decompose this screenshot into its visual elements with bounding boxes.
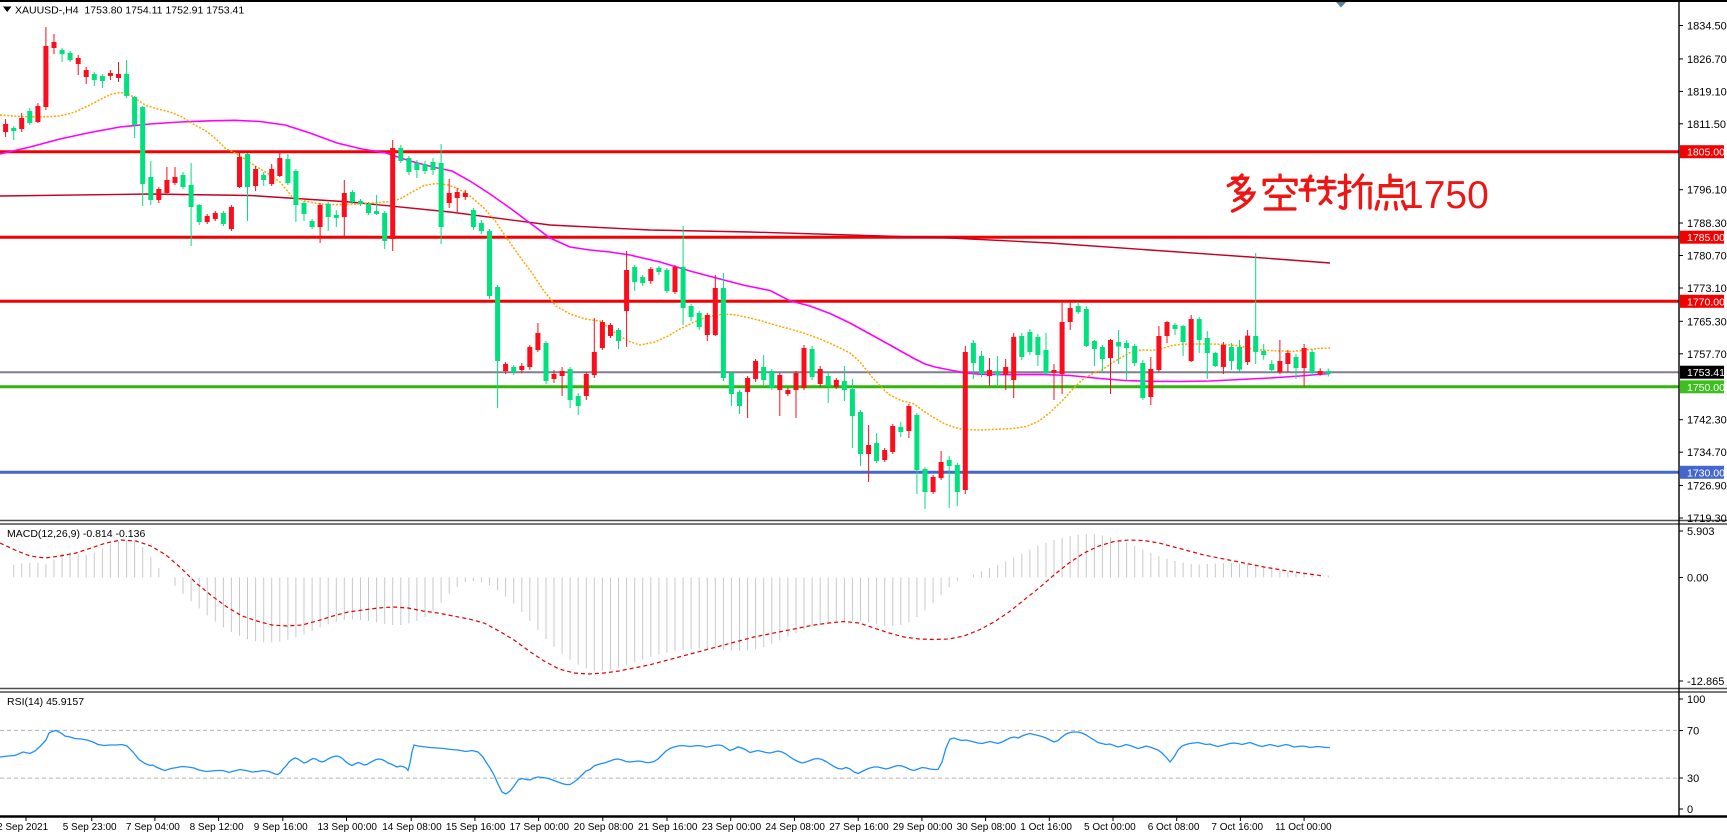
svg-text:1750: 1750 [1402, 174, 1489, 217]
svg-text:1785.00: 1785.00 [1687, 232, 1725, 244]
svg-text:7 Oct 16:00: 7 Oct 16:00 [1211, 822, 1263, 833]
svg-text:20 Sep 08:00: 20 Sep 08:00 [574, 822, 634, 833]
svg-text:0.00: 0.00 [1687, 573, 1708, 585]
svg-text:70: 70 [1687, 726, 1699, 738]
svg-text:100: 100 [1687, 694, 1705, 706]
svg-text:17 Sep 00:00: 17 Sep 00:00 [510, 822, 570, 833]
svg-text:5.903: 5.903 [1687, 526, 1715, 538]
svg-text:XAUUSD-,H4 1753.80 1754.11 17: XAUUSD-,H4 1753.80 1754.11 1752.91 1753.… [15, 5, 244, 17]
svg-text:24 Sep 08:00: 24 Sep 08:00 [765, 822, 825, 833]
svg-text:-12.865: -12.865 [1687, 676, 1724, 688]
svg-text:MACD(12,26,9) -0.814 -0.136: MACD(12,26,9) -0.814 -0.136 [7, 528, 145, 540]
svg-text:1765.30: 1765.30 [1687, 316, 1727, 328]
svg-text:9 Sep 16:00: 9 Sep 16:00 [254, 822, 308, 833]
svg-text:23 Sep 00:00: 23 Sep 00:00 [702, 822, 762, 833]
svg-text:1773.10: 1773.10 [1687, 283, 1727, 295]
svg-text:1770.00: 1770.00 [1687, 296, 1725, 308]
svg-text:30: 30 [1687, 773, 1699, 785]
svg-text:21 Sep 16:00: 21 Sep 16:00 [638, 822, 698, 833]
svg-text:29 Sep 00:00: 29 Sep 00:00 [893, 822, 953, 833]
svg-text:1 Oct 16:00: 1 Oct 16:00 [1020, 822, 1072, 833]
svg-text:15 Sep 16:00: 15 Sep 16:00 [446, 822, 506, 833]
svg-text:1730.00: 1730.00 [1687, 467, 1725, 479]
svg-text:1757.70: 1757.70 [1687, 349, 1727, 361]
svg-text:1834.50: 1834.50 [1687, 21, 1727, 33]
svg-text:1726.90: 1726.90 [1687, 481, 1727, 493]
svg-text:7 Sep 04:00: 7 Sep 04:00 [126, 822, 180, 833]
svg-text:1750.00: 1750.00 [1687, 382, 1725, 394]
svg-text:5 Oct 00:00: 5 Oct 00:00 [1084, 822, 1136, 833]
svg-text:14 Sep 08:00: 14 Sep 08:00 [382, 822, 442, 833]
svg-text:30 Sep 08:00: 30 Sep 08:00 [957, 822, 1017, 833]
svg-text:1819.10: 1819.10 [1687, 86, 1727, 98]
svg-text:2 Sep 2021: 2 Sep 2021 [0, 822, 49, 833]
svg-text:0: 0 [1687, 804, 1693, 816]
svg-text:1805.00: 1805.00 [1687, 147, 1725, 159]
svg-text:27 Sep 16:00: 27 Sep 16:00 [829, 822, 889, 833]
svg-text:11 Oct 00:00: 11 Oct 00:00 [1275, 822, 1332, 833]
svg-text:8 Sep 12:00: 8 Sep 12:00 [190, 822, 244, 833]
svg-text:1719.30: 1719.30 [1687, 513, 1727, 525]
svg-text:1753.41: 1753.41 [1687, 367, 1725, 379]
svg-text:1788.30: 1788.30 [1687, 218, 1727, 230]
svg-text:6 Oct 08:00: 6 Oct 08:00 [1148, 822, 1200, 833]
svg-text:1811.50: 1811.50 [1687, 119, 1726, 131]
svg-text:1742.30: 1742.30 [1687, 415, 1727, 427]
svg-text:1796.10: 1796.10 [1687, 185, 1727, 197]
svg-text:1780.70: 1780.70 [1687, 251, 1727, 263]
svg-text:1734.70: 1734.70 [1687, 447, 1727, 459]
svg-text:13 Sep 00:00: 13 Sep 00:00 [318, 822, 378, 833]
svg-text:1826.70: 1826.70 [1687, 54, 1727, 66]
svg-text:RSI(14) 45.9157: RSI(14) 45.9157 [7, 696, 84, 708]
svg-text:5 Sep 23:00: 5 Sep 23:00 [63, 822, 117, 833]
